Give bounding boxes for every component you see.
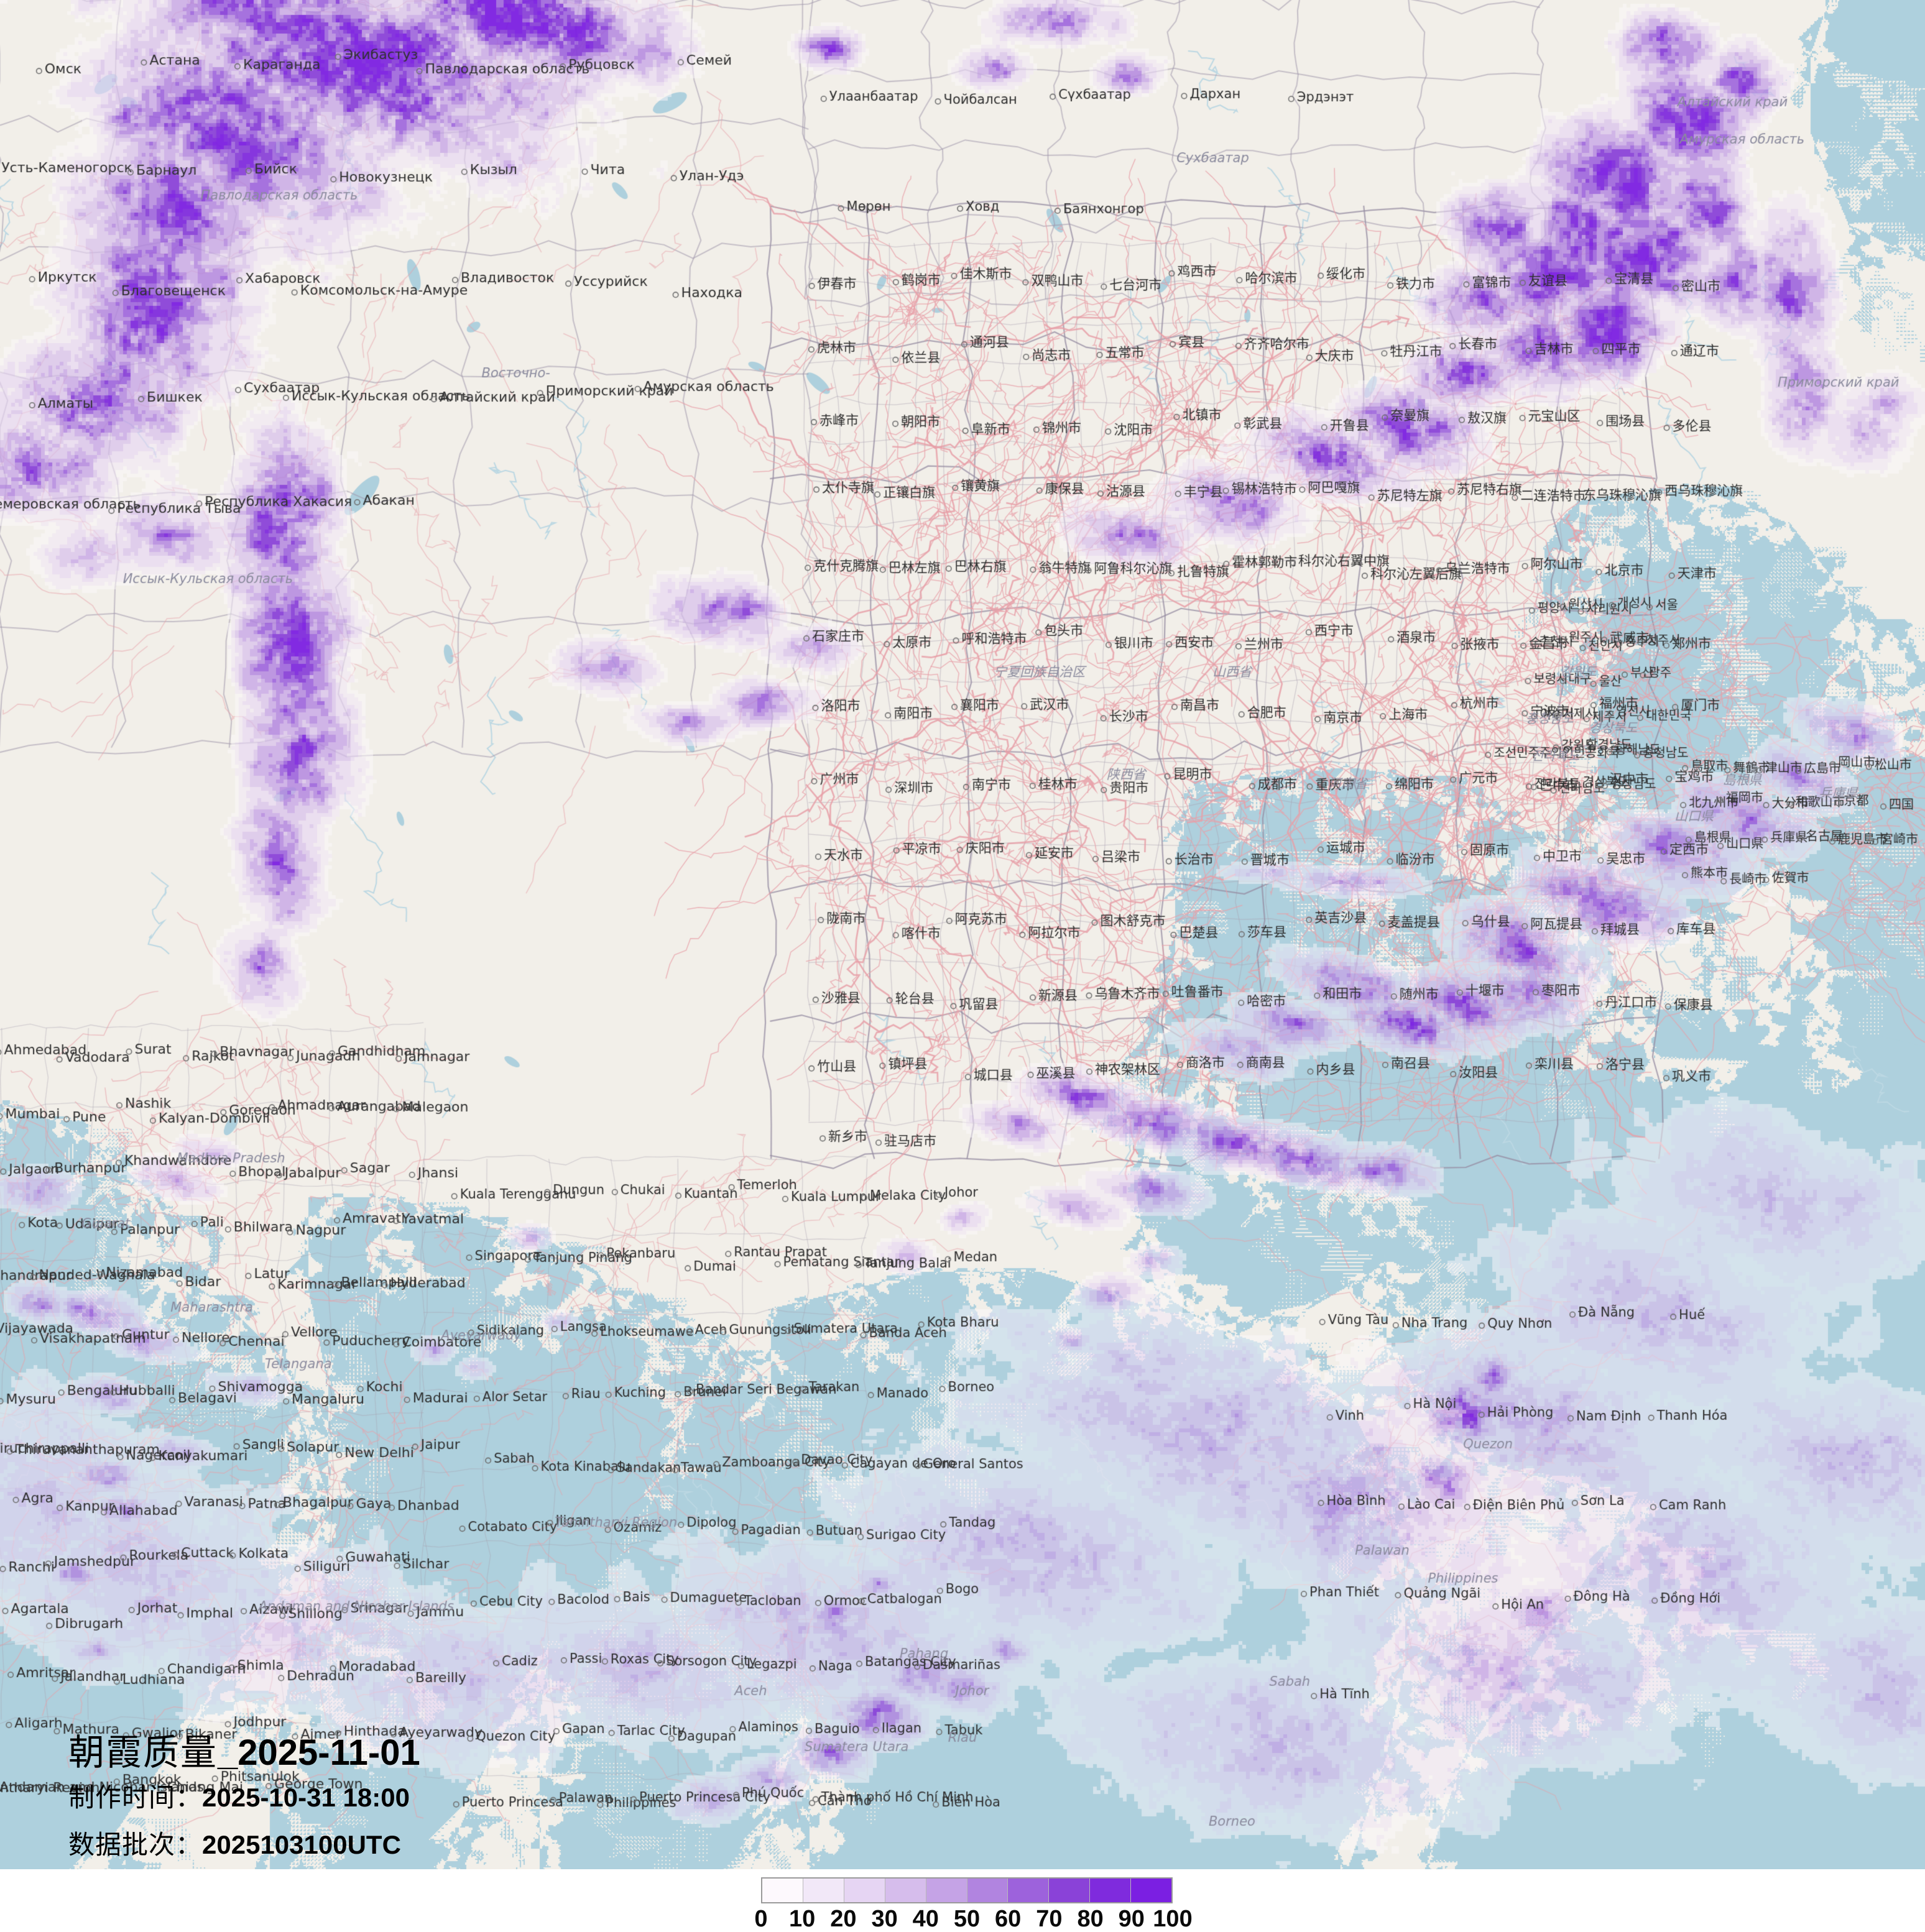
legend-tick-10: 10	[789, 1906, 816, 1932]
colorbar-swatches	[761, 1877, 1173, 1903]
legend-swatch-9	[1131, 1879, 1172, 1902]
title-separator: _	[218, 1732, 238, 1773]
legend-swatch-0	[762, 1879, 803, 1902]
title-block: 朝霞质量_2025-11-01 制作时间：2025-10-31 18:00 数据…	[68, 1734, 420, 1868]
legend-swatch-6	[1008, 1879, 1050, 1902]
legend-tick-40: 40	[912, 1906, 939, 1932]
legend-tick-70: 70	[1036, 1906, 1063, 1932]
legend-swatch-5	[967, 1879, 1009, 1902]
legend-swatch-1	[803, 1879, 844, 1902]
data-batch-label: 数据批次：	[68, 1829, 203, 1860]
made-time-row: 制作时间：2025-10-31 18:00	[68, 1785, 420, 1811]
page-title: 朝霞质量_2025-11-01	[68, 1734, 420, 1771]
legend-swatch-4	[926, 1879, 967, 1902]
legend-swatch-3	[885, 1879, 926, 1902]
legend-tick-100: 100	[1153, 1906, 1193, 1932]
made-time-label: 制作时间：	[68, 1782, 203, 1813]
made-time-value: 2025-10-31 18:00	[202, 1783, 410, 1812]
data-batch-row: 数据批次：2025103100UTC	[68, 1832, 420, 1858]
title-date: 2025-11-01	[238, 1732, 420, 1773]
data-batch-value: 2025103100UTC	[202, 1830, 401, 1859]
map-panel[interactable]	[0, 0, 1925, 1869]
legend-tick-80: 80	[1077, 1906, 1104, 1932]
colorbar-ticks: 0 10 20 30 40 50 60 70 80 90 100	[754, 1903, 1192, 1932]
legend-swatch-8	[1090, 1879, 1132, 1902]
legend-swatch-2	[844, 1879, 885, 1902]
legend-tick-50: 50	[953, 1906, 981, 1932]
legend-tick-0: 0	[754, 1906, 768, 1932]
legend-swatch-7	[1049, 1879, 1091, 1902]
title-chinese: 朝霞质量	[68, 1731, 218, 1773]
legend-tick-30: 30	[871, 1906, 898, 1932]
legend-tick-60: 60	[995, 1906, 1022, 1932]
legend-tick-20: 20	[830, 1906, 857, 1932]
legend-tick-90: 90	[1118, 1906, 1145, 1932]
colorbar-legend: 0 10 20 30 40 50 60 70 80 90 100	[754, 1877, 1193, 1932]
precipitation-map-canvas[interactable]	[0, 0, 1925, 1869]
